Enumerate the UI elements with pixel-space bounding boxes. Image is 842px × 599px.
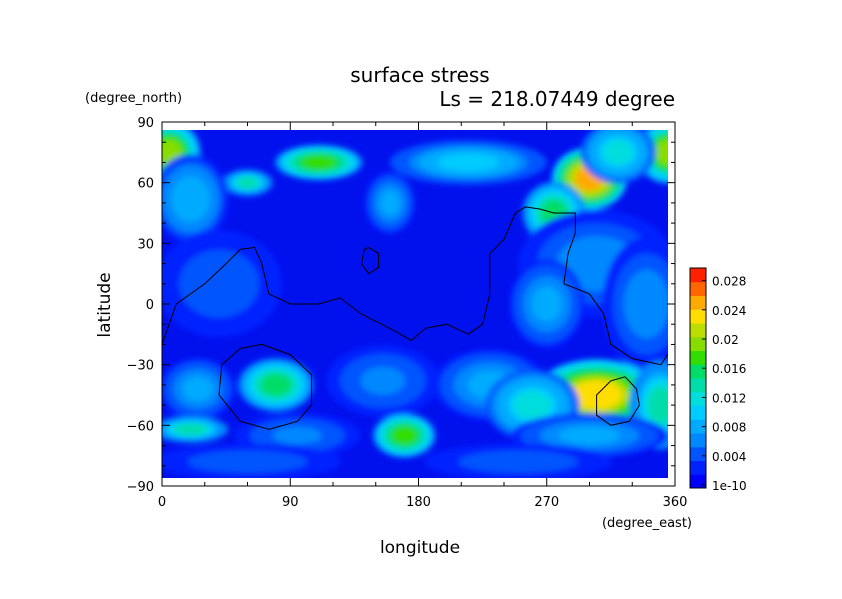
x-tick-label: 90 [282, 495, 299, 510]
colorbar-frame [689, 267, 707, 489]
heat-blob [364, 171, 416, 235]
x-axis-label: longitude [380, 538, 460, 558]
heat-blob [162, 154, 229, 244]
heat-level [380, 190, 400, 216]
y-tick-label: −90 [127, 480, 154, 495]
heat-blob [238, 358, 314, 412]
colorbar-swatch [690, 474, 706, 489]
heat-blob [162, 443, 342, 478]
colorbar-swatch [690, 391, 706, 406]
y-axis-label: latitude [95, 272, 115, 337]
x-tick-label: 360 [663, 495, 688, 510]
x-tick-label: 180 [406, 495, 431, 510]
colorbar-swatch [690, 460, 706, 475]
colorbar-swatch [690, 295, 706, 310]
heat-level [437, 153, 500, 172]
colorbar-swatch [690, 405, 706, 420]
colorbar-swatch [690, 419, 706, 434]
x-tick-label: 270 [534, 495, 559, 510]
heatmap-layer [162, 130, 668, 478]
heat-level [655, 140, 668, 165]
contour-line [360, 246, 380, 275]
colorbar-swatch [690, 433, 706, 448]
colorbar-swatch [690, 378, 706, 393]
colorbar-label: 0.016 [712, 362, 746, 376]
y-unit-label: (degree_north) [85, 91, 182, 106]
contour-line [162, 206, 668, 366]
heat-fields [162, 130, 668, 478]
heat-level [360, 366, 406, 395]
heat-level [182, 376, 213, 402]
heat-blob [162, 230, 282, 338]
bottom-strip [162, 478, 668, 486]
heat-blob [162, 416, 229, 443]
heat-level [210, 454, 285, 469]
heat-level [558, 426, 621, 445]
colorbar-label: 1e-10 [712, 479, 747, 493]
colorbar-label: 0.008 [712, 421, 746, 435]
heat-blob [326, 345, 440, 417]
heat-level [175, 424, 206, 435]
colorbar-swatch [690, 268, 706, 283]
colorbar-label: 0.02 [712, 333, 739, 347]
heat-level [175, 181, 206, 217]
heat-blob [222, 169, 273, 197]
y-tick-label: 90 [137, 116, 154, 131]
contour-line [218, 343, 313, 430]
heat-blob [580, 130, 656, 184]
heat-level [261, 374, 291, 396]
axes: 0 90 180 270 360 −90 −60 −30 0 30 60 90 [127, 116, 688, 510]
contour-line [596, 376, 640, 426]
heat-level [481, 454, 556, 469]
x-unit-label: (degree_east) [602, 516, 692, 531]
y-tick-label: 60 [137, 177, 154, 192]
heat-blob [162, 357, 236, 421]
colorbar-swatch [690, 350, 706, 365]
colorbar-label: 0.004 [712, 450, 746, 464]
colorbar-label: 0.012 [712, 391, 746, 405]
heat-blob [511, 413, 668, 458]
colorbar-swatch [690, 364, 706, 379]
chart-subtitle: Ls = 218.07449 degree [439, 87, 675, 111]
heat-level [629, 277, 664, 331]
colorbar-swatch [690, 309, 706, 324]
heat-blob [372, 413, 436, 458]
colorbar-label: 0.028 [712, 275, 746, 289]
colorbar-label: 0.024 [712, 304, 746, 318]
heat-blob [274, 144, 363, 181]
y-tick-label: −60 [127, 419, 154, 434]
heat-level [301, 155, 337, 170]
heat-blob [390, 140, 547, 185]
top-strip [162, 122, 668, 130]
heat-level [513, 391, 552, 420]
coastline-contours [162, 206, 668, 430]
heat-blob [424, 443, 613, 478]
heat-level [531, 286, 562, 322]
colorbar-swatch [690, 336, 706, 351]
y-tick-label: 0 [146, 298, 154, 313]
colorbar-swatch [690, 323, 706, 338]
heat-blob [602, 237, 668, 371]
chart-title: surface stress [350, 63, 489, 87]
heat-level [272, 426, 323, 445]
x-tick-label: 0 [158, 495, 166, 510]
heat-blob [485, 369, 580, 441]
heat-level [237, 177, 258, 188]
colorbar: 1e-10 0.004 0.008 0.012 0.016 0.02 0.024 0.028 [689, 267, 747, 493]
heat-level [391, 426, 417, 445]
heat-blob [509, 259, 585, 349]
heat-level [648, 387, 668, 423]
y-tick-label: 30 [137, 237, 154, 252]
colorbar-swatch [690, 446, 706, 461]
heat-level [603, 140, 633, 165]
y-tick-label: −30 [127, 359, 154, 374]
heat-level [194, 262, 244, 305]
colorbar-swatch [690, 281, 706, 296]
